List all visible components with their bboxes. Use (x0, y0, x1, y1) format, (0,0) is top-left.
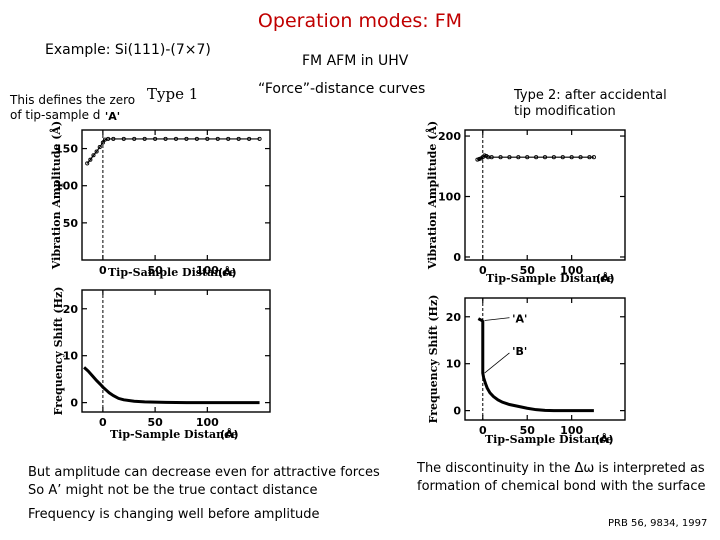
data-point (91, 153, 96, 158)
y-tick-label: 10 (446, 358, 462, 371)
x-axis-unit: (Å) (595, 433, 614, 446)
x-axis-unit: (Å) (596, 272, 615, 285)
type2-label-line2: tip modification (514, 104, 616, 119)
y-axis-label: Vibration Amplitude (Å) (425, 121, 439, 270)
y-tick-label: 50 (63, 217, 79, 230)
zero-note-line2: of tip-sample d (10, 108, 101, 122)
setup-label: FM AFM in UHV (302, 53, 409, 69)
caption-right-line1: The discontinuity in the Δω is interpret… (417, 461, 705, 476)
x-tick-label: 100 (196, 264, 219, 277)
annotation-b: 'B' (512, 345, 527, 358)
plot-frame (464, 297, 626, 421)
example-label: Example: Si(111)-(7×7) (45, 42, 211, 58)
x-tick-label: 0 (99, 264, 107, 277)
zero-note-line1: This defines the zero (10, 93, 136, 107)
y-tick-label: 20 (63, 303, 79, 316)
data-point (97, 145, 102, 150)
data-point (100, 140, 105, 145)
x-tick-label: 50 (147, 264, 163, 277)
y-tick-label: 100 (438, 191, 461, 204)
data-point (94, 149, 99, 154)
x-tick-label: 100 (560, 264, 583, 277)
annotation-leader-b (484, 352, 510, 374)
x-tick-label: 50 (147, 416, 163, 429)
caption-left-line2: So A’ might not be the true contact dist… (28, 483, 318, 498)
plot-frame (81, 289, 271, 413)
x-tick-label: 50 (520, 264, 536, 277)
y-axis-label: Frequency Shift (Hz) (427, 295, 440, 424)
annotation-a: 'A' (512, 313, 527, 326)
x-axis-label: Tip-Sample Distance (486, 272, 614, 285)
data-point (85, 161, 90, 166)
series-line (86, 138, 260, 164)
x-tick-label: 50 (520, 424, 536, 437)
x-axis-unit: (Å) (218, 266, 237, 279)
marker-label-a: 'A' (105, 110, 120, 123)
x-tick-label: 100 (560, 424, 583, 437)
y-tick-label: 0 (453, 405, 461, 418)
type1-label: Type 1 (147, 85, 199, 103)
series-line (477, 317, 594, 413)
force-curves-label: “Force”-distance curves (258, 81, 426, 97)
y-tick-label: 20 (446, 311, 462, 324)
y-tick-label: 0 (70, 397, 78, 410)
y-tick-label: 0 (453, 251, 461, 264)
type2-label-line1: Type 2: after accidental (514, 88, 667, 103)
plot-frame (464, 129, 626, 261)
data-point (88, 157, 93, 162)
y-tick-label: 150 (55, 143, 78, 156)
x-axis-label: Tip-Sample Distance (485, 433, 613, 446)
y-tick-label: 200 (438, 130, 461, 143)
x-tick-label: 100 (196, 416, 219, 429)
plot-frame (81, 129, 271, 261)
x-axis-label: Tip-Sample Distance (108, 266, 236, 279)
series-line (83, 366, 260, 405)
reference: PRB 56, 9834, 1997 (608, 518, 708, 529)
annotation-leader-a (484, 317, 510, 321)
x-tick-label: 0 (99, 416, 107, 429)
slide-title: Operation modes: FM (257, 10, 463, 32)
y-axis-label: Frequency Shift (Hz) (52, 287, 65, 416)
series-line (477, 154, 594, 161)
caption-right-line2: formation of chemical bond with the surf… (417, 479, 706, 494)
caption-left-line3: Frequency is changing well before amplit… (28, 507, 320, 522)
caption-left-line1: But amplitude can decrease even for attr… (28, 465, 380, 480)
y-axis-label: Vibration Amplitude (Å) (49, 121, 63, 270)
x-tick-label: 0 (479, 424, 487, 437)
y-tick-label: 10 (63, 350, 79, 363)
y-tick-label: 100 (55, 180, 78, 193)
x-axis-unit: (Å) (220, 428, 239, 441)
x-tick-label: 0 (479, 264, 487, 277)
x-axis-label: Tip-Sample Distance (110, 428, 238, 441)
